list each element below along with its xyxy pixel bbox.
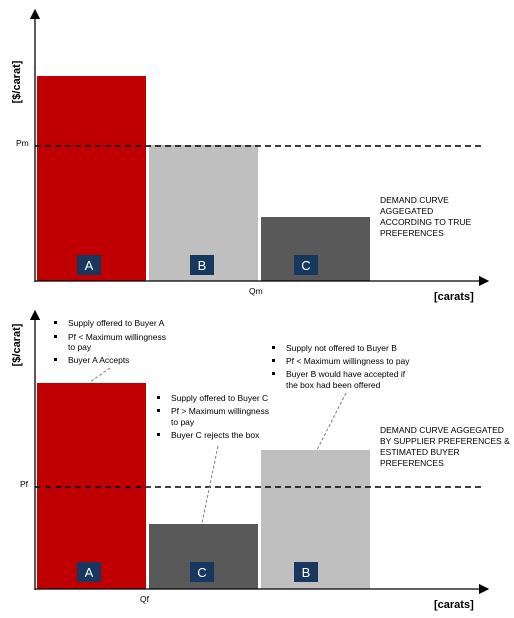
bullet-icon — [157, 409, 160, 412]
bottom-bar-b-label: B — [302, 565, 311, 580]
callout-c-bullet-2: Pf > Maximum willingness to pay — [171, 406, 271, 427]
top-bar-c-label-box — [294, 255, 318, 275]
bottom-quantity-label: Qf — [140, 594, 150, 604]
bottom-note: DEMAND CURVE AGGEGATED BY SUPPLIER PREFE… — [380, 425, 512, 468]
callout-c-leader — [201, 445, 219, 524]
bullet-icon — [272, 372, 275, 375]
top-price-label: Pm — [16, 138, 29, 148]
callout-a-bullet-3: Buyer A Accepts — [68, 355, 129, 365]
bottom-bar-a — [37, 383, 146, 589]
top-note: DEMAND CURVE AGGEGATED ACCORDING TO TRUE… — [380, 195, 474, 238]
bottom-bar-b-label-box — [294, 562, 318, 582]
top-bar-c-label: C — [301, 258, 310, 273]
top-bar-b-label: B — [198, 258, 207, 273]
top-bar-a-label-box — [77, 255, 101, 275]
callout-c-bullet-1: Supply offered to Buyer C — [171, 393, 268, 403]
callout-buyer-b: Supply not offered to Buyer B Pf < Maxim… — [272, 343, 410, 451]
bottom-price-label: Pf — [20, 479, 29, 489]
top-diagram: A B C [$/carat] Pm Qm [carats] DEMAND CU… — [11, 8, 490, 303]
callout-b-leader — [316, 392, 347, 451]
bullet-icon — [54, 358, 57, 361]
bottom-bar-a-label: A — [85, 565, 94, 580]
callout-b-bullet-1: Supply not offered to Buyer B — [286, 343, 397, 353]
top-y-axis-label: [$/carat] — [11, 60, 23, 103]
bottom-diagram: A C B [$/carat] Pf Qf [carats] Supply of… — [11, 309, 512, 611]
callout-buyer-c: Supply offered to Buyer C Pf > Maximum w… — [157, 393, 271, 524]
bullet-icon — [54, 335, 57, 338]
top-bar-b-label-box — [190, 255, 214, 275]
bullet-icon — [157, 433, 160, 436]
bottom-bar-c-label-box — [190, 562, 214, 582]
bottom-bar-c-label: C — [197, 565, 206, 580]
callout-b-bullet-2: Pf < Maximum willingness to pay — [286, 356, 410, 366]
bullet-icon — [54, 321, 57, 324]
bullet-icon — [272, 346, 275, 349]
top-quantity-label: Qm — [249, 286, 263, 296]
callout-a-bullet-2: Pf < Maximum willingness to pay — [68, 332, 168, 352]
callout-a-bullet-1: Supply offered to Buyer A — [68, 318, 165, 328]
top-x-axis-label: [carats] — [434, 291, 474, 303]
callout-a-leader — [89, 367, 111, 383]
bottom-bar-a-label-box — [77, 562, 101, 582]
callout-c-bullet-3: Buyer C rejects the box — [171, 430, 260, 440]
top-bar-a-label: A — [85, 258, 94, 273]
callout-b-bullet-3: Buyer B would have accepted if the box h… — [286, 369, 407, 390]
bullet-icon — [157, 396, 160, 399]
top-bar-a — [37, 76, 146, 281]
bottom-y-axis-label: [$/carat] — [11, 323, 23, 366]
bullet-icon — [272, 359, 275, 362]
callout-buyer-a: Supply offered to Buyer A Pf < Maximum w… — [54, 318, 168, 383]
bottom-x-axis-label: [carats] — [434, 599, 474, 611]
